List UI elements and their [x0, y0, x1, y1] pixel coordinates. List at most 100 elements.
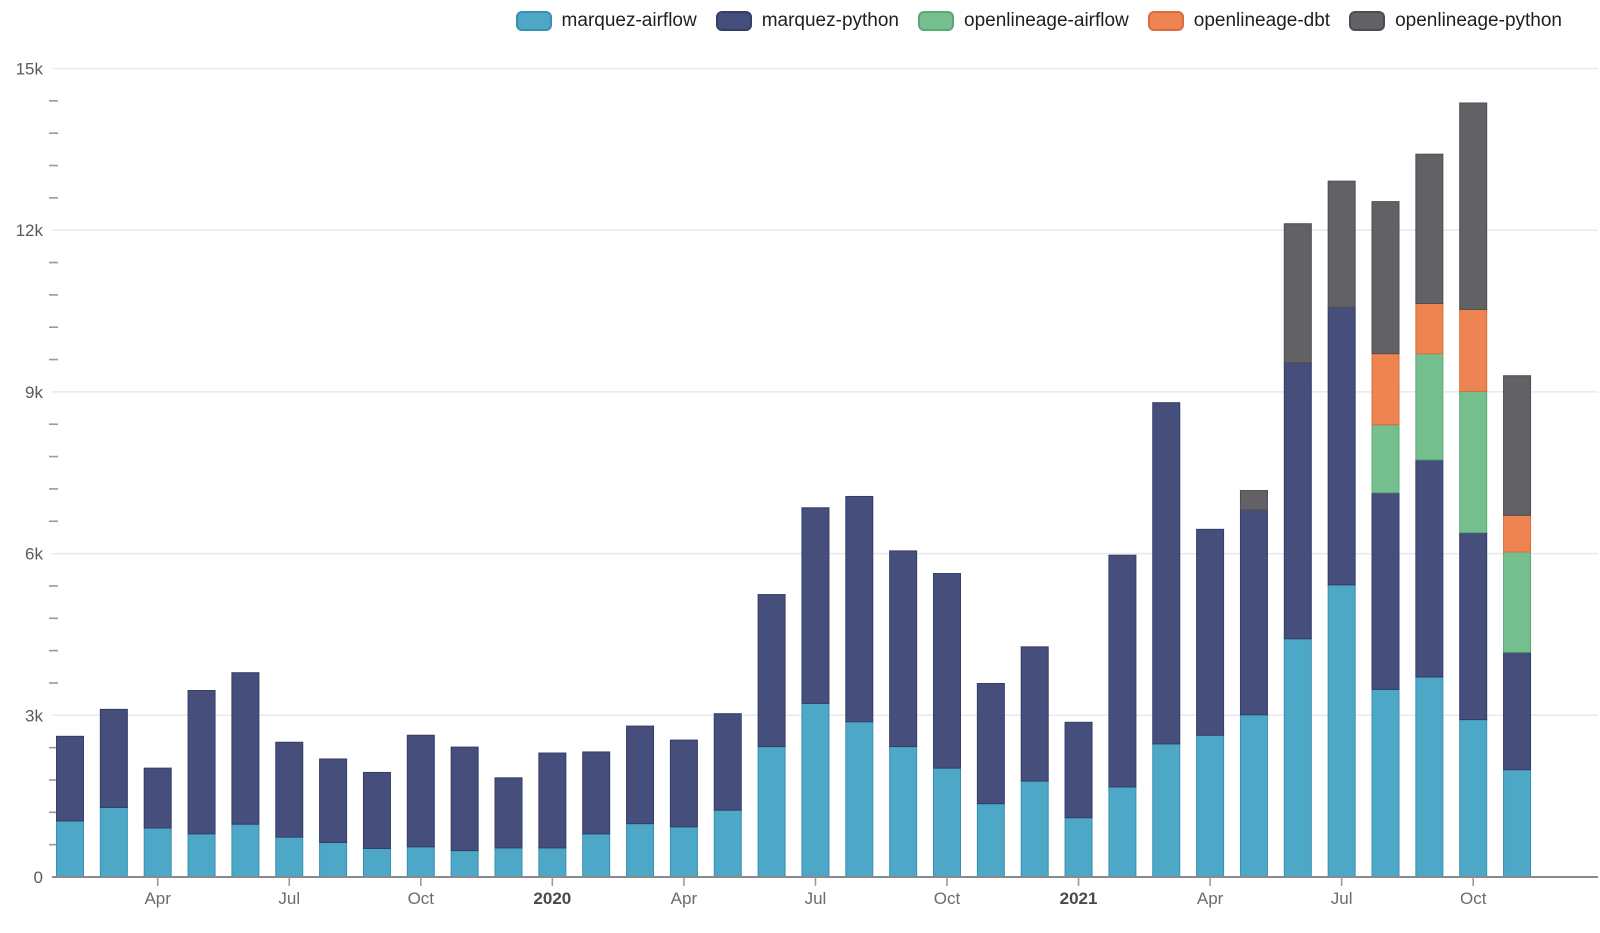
- bar-segment-marquez-airflow[interactable]: [1239, 714, 1268, 878]
- bar-segment-openlineage-dbt[interactable]: [1503, 514, 1532, 553]
- bar-segment-marquez-airflow[interactable]: [845, 721, 874, 878]
- bar-segment-marquez-python[interactable]: [538, 752, 567, 849]
- bar-segment-marquez-python[interactable]: [1064, 721, 1093, 819]
- bar-segment-openlineage-python[interactable]: [1371, 201, 1400, 355]
- bar-segment-marquez-airflow[interactable]: [362, 847, 391, 878]
- bar-segment-marquez-airflow[interactable]: [275, 836, 304, 878]
- bar-segment-marquez-python[interactable]: [275, 741, 304, 838]
- bar-segment-marquez-python[interactable]: [319, 758, 348, 844]
- bar-segment-marquez-python[interactable]: [1327, 306, 1356, 586]
- bar-segment-openlineage-airflow[interactable]: [1371, 424, 1400, 494]
- bar-segment-marquez-python[interactable]: [1459, 532, 1488, 721]
- bar-segment-openlineage-dbt[interactable]: [1371, 353, 1400, 426]
- bar-segment-marquez-airflow[interactable]: [1327, 584, 1356, 878]
- bar-segment-marquez-python[interactable]: [801, 507, 830, 704]
- bar-segment-marquez-python[interactable]: [669, 739, 698, 828]
- bar-segment-marquez-airflow[interactable]: [1503, 769, 1532, 878]
- bar-segment-marquez-airflow[interactable]: [319, 842, 348, 878]
- y-axis-label: 9k: [25, 383, 43, 402]
- bar-segment-openlineage-python[interactable]: [1459, 102, 1488, 310]
- bar-segment-marquez-airflow[interactable]: [406, 846, 435, 878]
- bar-segment-marquez-airflow[interactable]: [143, 827, 172, 878]
- bar-segment-marquez-python[interactable]: [362, 771, 391, 849]
- bar-segment-marquez-python[interactable]: [757, 594, 786, 748]
- bar-segment-marquez-airflow[interactable]: [1415, 676, 1444, 878]
- x-axis-label: Apr: [1197, 889, 1224, 908]
- bar-segment-marquez-python[interactable]: [933, 573, 961, 769]
- bar-segment-marquez-airflow[interactable]: [713, 809, 742, 878]
- y-axis-label: 15k: [16, 59, 44, 78]
- bar-segment-marquez-python[interactable]: [143, 767, 172, 829]
- bar-segment-marquez-python[interactable]: [406, 734, 435, 848]
- bar-segment-marquez-python[interactable]: [1283, 362, 1312, 640]
- chart-legend: marquez-airflow marquez-python openlineage…: [515, 10, 1562, 32]
- bar-segment-openlineage-airflow[interactable]: [1459, 390, 1488, 534]
- bar-segment-marquez-python[interactable]: [1503, 651, 1532, 771]
- bar-segment-openlineage-python[interactable]: [1327, 180, 1356, 308]
- legend-item-openlineage-airflow[interactable]: openlineage-airflow: [918, 10, 1129, 32]
- y-axis-label: 12k: [16, 221, 44, 240]
- bar-segment-marquez-airflow[interactable]: [1196, 734, 1225, 878]
- bar-segment-marquez-python[interactable]: [231, 672, 260, 825]
- bar-segment-openlineage-python[interactable]: [1283, 223, 1312, 364]
- bar-segment-marquez-python[interactable]: [713, 713, 742, 811]
- bar-segment-marquez-airflow[interactable]: [494, 847, 523, 878]
- bar-segment-openlineage-python[interactable]: [1503, 375, 1532, 516]
- bar-segment-marquez-python[interactable]: [99, 708, 128, 808]
- bar-segment-marquez-python[interactable]: [494, 777, 523, 849]
- bar-segment-marquez-airflow[interactable]: [1108, 786, 1137, 878]
- bar-segment-marquez-airflow[interactable]: [801, 702, 830, 878]
- x-axis-label: Apr: [671, 889, 698, 908]
- bar-segment-marquez-airflow[interactable]: [187, 833, 216, 878]
- bar-segment-marquez-python[interactable]: [187, 690, 216, 835]
- bar-segment-marquez-python[interactable]: [450, 746, 479, 852]
- bar-segment-marquez-airflow[interactable]: [933, 767, 961, 878]
- legend-item-openlineage-python[interactable]: openlineage-python: [1349, 10, 1562, 32]
- bar-segment-marquez-airflow[interactable]: [1371, 688, 1400, 878]
- x-axis-label: Oct: [934, 889, 961, 908]
- bar-segment-marquez-airflow[interactable]: [626, 823, 655, 878]
- bar-segment-marquez-airflow[interactable]: [56, 820, 84, 878]
- bar-segment-marquez-python[interactable]: [582, 751, 611, 835]
- bar-segment-marquez-airflow[interactable]: [450, 850, 479, 878]
- bar-segment-marquez-python[interactable]: [56, 735, 84, 822]
- bar-segment-marquez-airflow[interactable]: [889, 746, 918, 878]
- bar-segment-marquez-python[interactable]: [1415, 459, 1444, 678]
- bar-segment-marquez-python[interactable]: [1196, 528, 1225, 736]
- y-axis-label: 0: [34, 868, 43, 887]
- legend-swatch-icon: [715, 11, 752, 31]
- bar-segment-marquez-airflow[interactable]: [669, 826, 698, 878]
- bar-segment-marquez-airflow[interactable]: [1152, 743, 1181, 878]
- bar-segment-marquez-airflow[interactable]: [757, 746, 786, 878]
- bar-segment-marquez-python[interactable]: [889, 550, 918, 748]
- bar-segment-marquez-python[interactable]: [845, 495, 874, 723]
- legend-swatch-icon: [1349, 11, 1386, 31]
- x-axis-label: Oct: [1460, 889, 1487, 908]
- bar-segment-marquez-python[interactable]: [626, 725, 655, 825]
- legend-item-marquez-python[interactable]: marquez-python: [715, 10, 899, 32]
- bar-segment-openlineage-airflow[interactable]: [1503, 551, 1532, 653]
- bar-segment-marquez-python[interactable]: [1020, 646, 1049, 782]
- bar-segment-marquez-airflow[interactable]: [976, 803, 1005, 878]
- bar-segment-marquez-airflow[interactable]: [1064, 817, 1093, 878]
- bar-segment-marquez-airflow[interactable]: [99, 806, 128, 878]
- bar-segment-openlineage-dbt[interactable]: [1415, 303, 1444, 355]
- bar-segment-marquez-airflow[interactable]: [1283, 638, 1312, 878]
- bar-segment-openlineage-dbt[interactable]: [1459, 308, 1488, 392]
- bar-segment-marquez-python[interactable]: [1108, 554, 1137, 788]
- bar-segment-marquez-python[interactable]: [976, 682, 1005, 805]
- legend-item-marquez-airflow[interactable]: marquez-airflow: [515, 10, 697, 32]
- bar-segment-marquez-airflow[interactable]: [1459, 719, 1488, 878]
- bar-segment-marquez-airflow[interactable]: [538, 847, 567, 878]
- bar-segment-openlineage-airflow[interactable]: [1415, 353, 1444, 461]
- bar-segment-openlineage-python[interactable]: [1415, 153, 1444, 305]
- bar-segment-marquez-airflow[interactable]: [231, 823, 260, 878]
- bar-segment-marquez-python[interactable]: [1152, 402, 1181, 745]
- legend-swatch-icon: [1147, 11, 1184, 31]
- bar-segment-marquez-airflow[interactable]: [1020, 780, 1049, 878]
- legend-item-openlineage-dbt[interactable]: openlineage-dbt: [1147, 10, 1330, 32]
- bar-segment-openlineage-python[interactable]: [1239, 490, 1268, 511]
- bar-segment-marquez-airflow[interactable]: [582, 833, 611, 878]
- bar-segment-marquez-python[interactable]: [1371, 492, 1400, 690]
- bar-segment-marquez-python[interactable]: [1239, 509, 1268, 716]
